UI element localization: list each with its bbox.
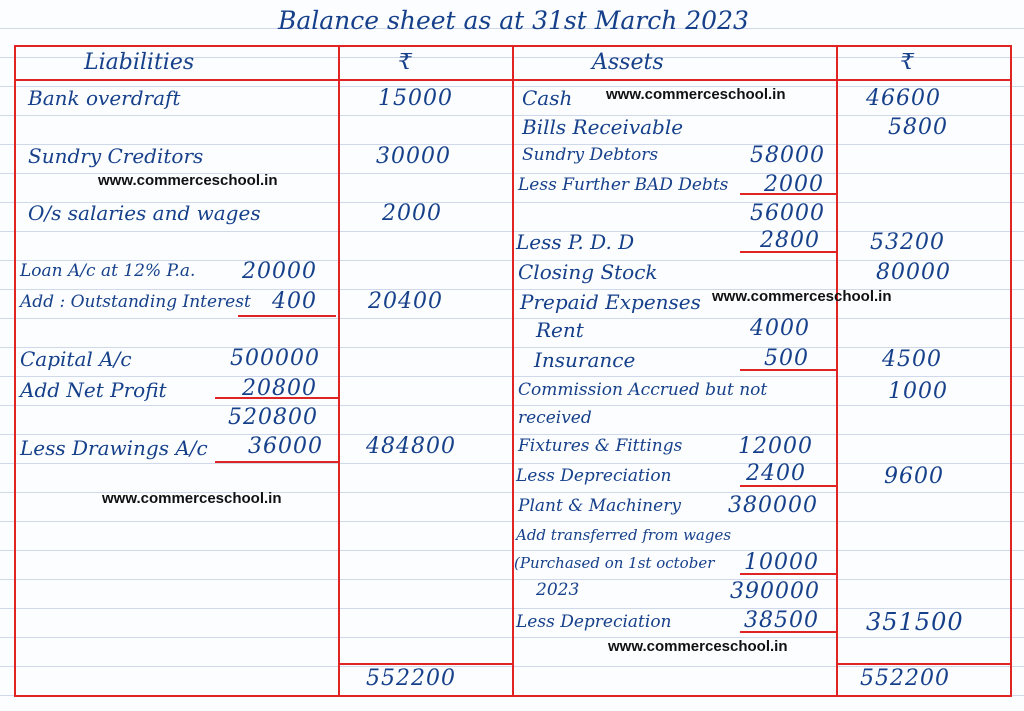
plant-value: 380000 bbox=[728, 493, 818, 518]
pdd-value: 2800 bbox=[760, 228, 820, 253]
bills-receivable-label: Bills Receivable bbox=[522, 115, 684, 139]
prepaid-label: Prepaid Expenses bbox=[520, 290, 701, 314]
closing-stock-amount: 80000 bbox=[876, 260, 951, 285]
watermark: www.commerceschool.in bbox=[98, 172, 278, 189]
transferred-label: Add transferred from wages bbox=[516, 526, 732, 544]
debtors-amount: 53200 bbox=[870, 230, 945, 255]
watermark: www.commerceschool.in bbox=[712, 288, 892, 305]
loan-amount: 20400 bbox=[368, 289, 443, 314]
rent-label: Rent bbox=[536, 318, 584, 342]
fixtures-amount: 9600 bbox=[884, 464, 944, 489]
further-bad-debts-label: Less Further BAD Debts bbox=[518, 175, 729, 195]
rupee-header-left: ₹ bbox=[398, 50, 412, 75]
fixtures-value: 12000 bbox=[738, 434, 813, 459]
sundry-debtors-value: 58000 bbox=[750, 143, 825, 168]
rupee-header-right: ₹ bbox=[900, 50, 914, 75]
watermark: www.commerceschool.in bbox=[102, 490, 282, 507]
plant-amount: 351500 bbox=[866, 608, 964, 636]
fixtures-label: Fixtures & Fittings bbox=[518, 436, 683, 456]
fixtures-depreciation-value: 2400 bbox=[746, 461, 806, 486]
cash-amount: 46600 bbox=[866, 86, 941, 111]
prepaid-amount: 4500 bbox=[882, 347, 942, 372]
closing-stock-label: Closing Stock bbox=[518, 260, 658, 284]
cash-label: Cash bbox=[522, 86, 573, 110]
plant-label: Plant & Machinery bbox=[518, 496, 681, 516]
loan-label: Loan A/c at 12% P.a. bbox=[20, 261, 196, 281]
transferred-value: 10000 bbox=[744, 550, 819, 575]
commission-label-2: received bbox=[518, 408, 592, 428]
plant-subtotal: 390000 bbox=[730, 579, 820, 604]
drawings-value: 36000 bbox=[248, 434, 323, 459]
capital-amount: 484800 bbox=[366, 434, 456, 459]
liabilities-header: Liabilities bbox=[84, 50, 195, 75]
os-salaries-amount: 2000 bbox=[382, 201, 442, 226]
os-salaries-label: O/s salaries and wages bbox=[28, 201, 261, 225]
net-profit-value: 20800 bbox=[242, 376, 317, 401]
drawings-label: Less Drawings A/c bbox=[20, 436, 208, 460]
capital-subtotal: 520800 bbox=[228, 405, 318, 430]
sundry-creditors-label: Sundry Creditors bbox=[28, 144, 204, 168]
outstanding-interest-label: Add : Outstanding Interest bbox=[20, 292, 251, 312]
bank-overdraft-amount: 15000 bbox=[378, 86, 453, 111]
plant-depreciation-value: 38500 bbox=[744, 608, 819, 633]
assets-total: 552200 bbox=[860, 666, 950, 691]
transferred-label-2: (Purchased on 1st october bbox=[514, 554, 715, 572]
rent-value: 4000 bbox=[750, 316, 810, 341]
capital-value: 500000 bbox=[230, 346, 320, 371]
sundry-debtors-label: Sundry Debtors bbox=[522, 145, 659, 165]
watermark: www.commerceschool.in bbox=[608, 638, 788, 655]
commission-label: Commission Accrued but not bbox=[518, 380, 768, 400]
bank-overdraft-label: Bank overdraft bbox=[28, 86, 181, 110]
bills-receivable-amount: 5800 bbox=[888, 115, 948, 140]
pdd-label: Less P. D. D bbox=[516, 230, 635, 254]
sundry-creditors-amount: 30000 bbox=[376, 144, 451, 169]
net-profit-label: Add Net Profit bbox=[20, 378, 167, 402]
watermark: www.commerceschool.in bbox=[606, 86, 786, 103]
fixtures-depreciation-label: Less Depreciation bbox=[516, 466, 672, 486]
assets-header: Assets bbox=[592, 50, 664, 75]
transferred-label-3: 2023 bbox=[536, 580, 580, 600]
capital-label: Capital A/c bbox=[20, 347, 132, 371]
liabilities-total: 552200 bbox=[366, 666, 456, 691]
insurance-label: Insurance bbox=[534, 348, 636, 372]
insurance-value: 500 bbox=[764, 346, 809, 371]
loan-value: 20000 bbox=[242, 259, 317, 284]
debtors-subtotal: 56000 bbox=[750, 201, 825, 226]
outstanding-interest-value: 400 bbox=[272, 289, 317, 314]
page-title: Balance sheet as at 31st March 2023 bbox=[278, 6, 749, 35]
plant-depreciation-label: Less Depreciation bbox=[516, 612, 672, 632]
further-bad-debts-value: 2000 bbox=[764, 172, 824, 197]
commission-amount: 1000 bbox=[888, 379, 948, 404]
